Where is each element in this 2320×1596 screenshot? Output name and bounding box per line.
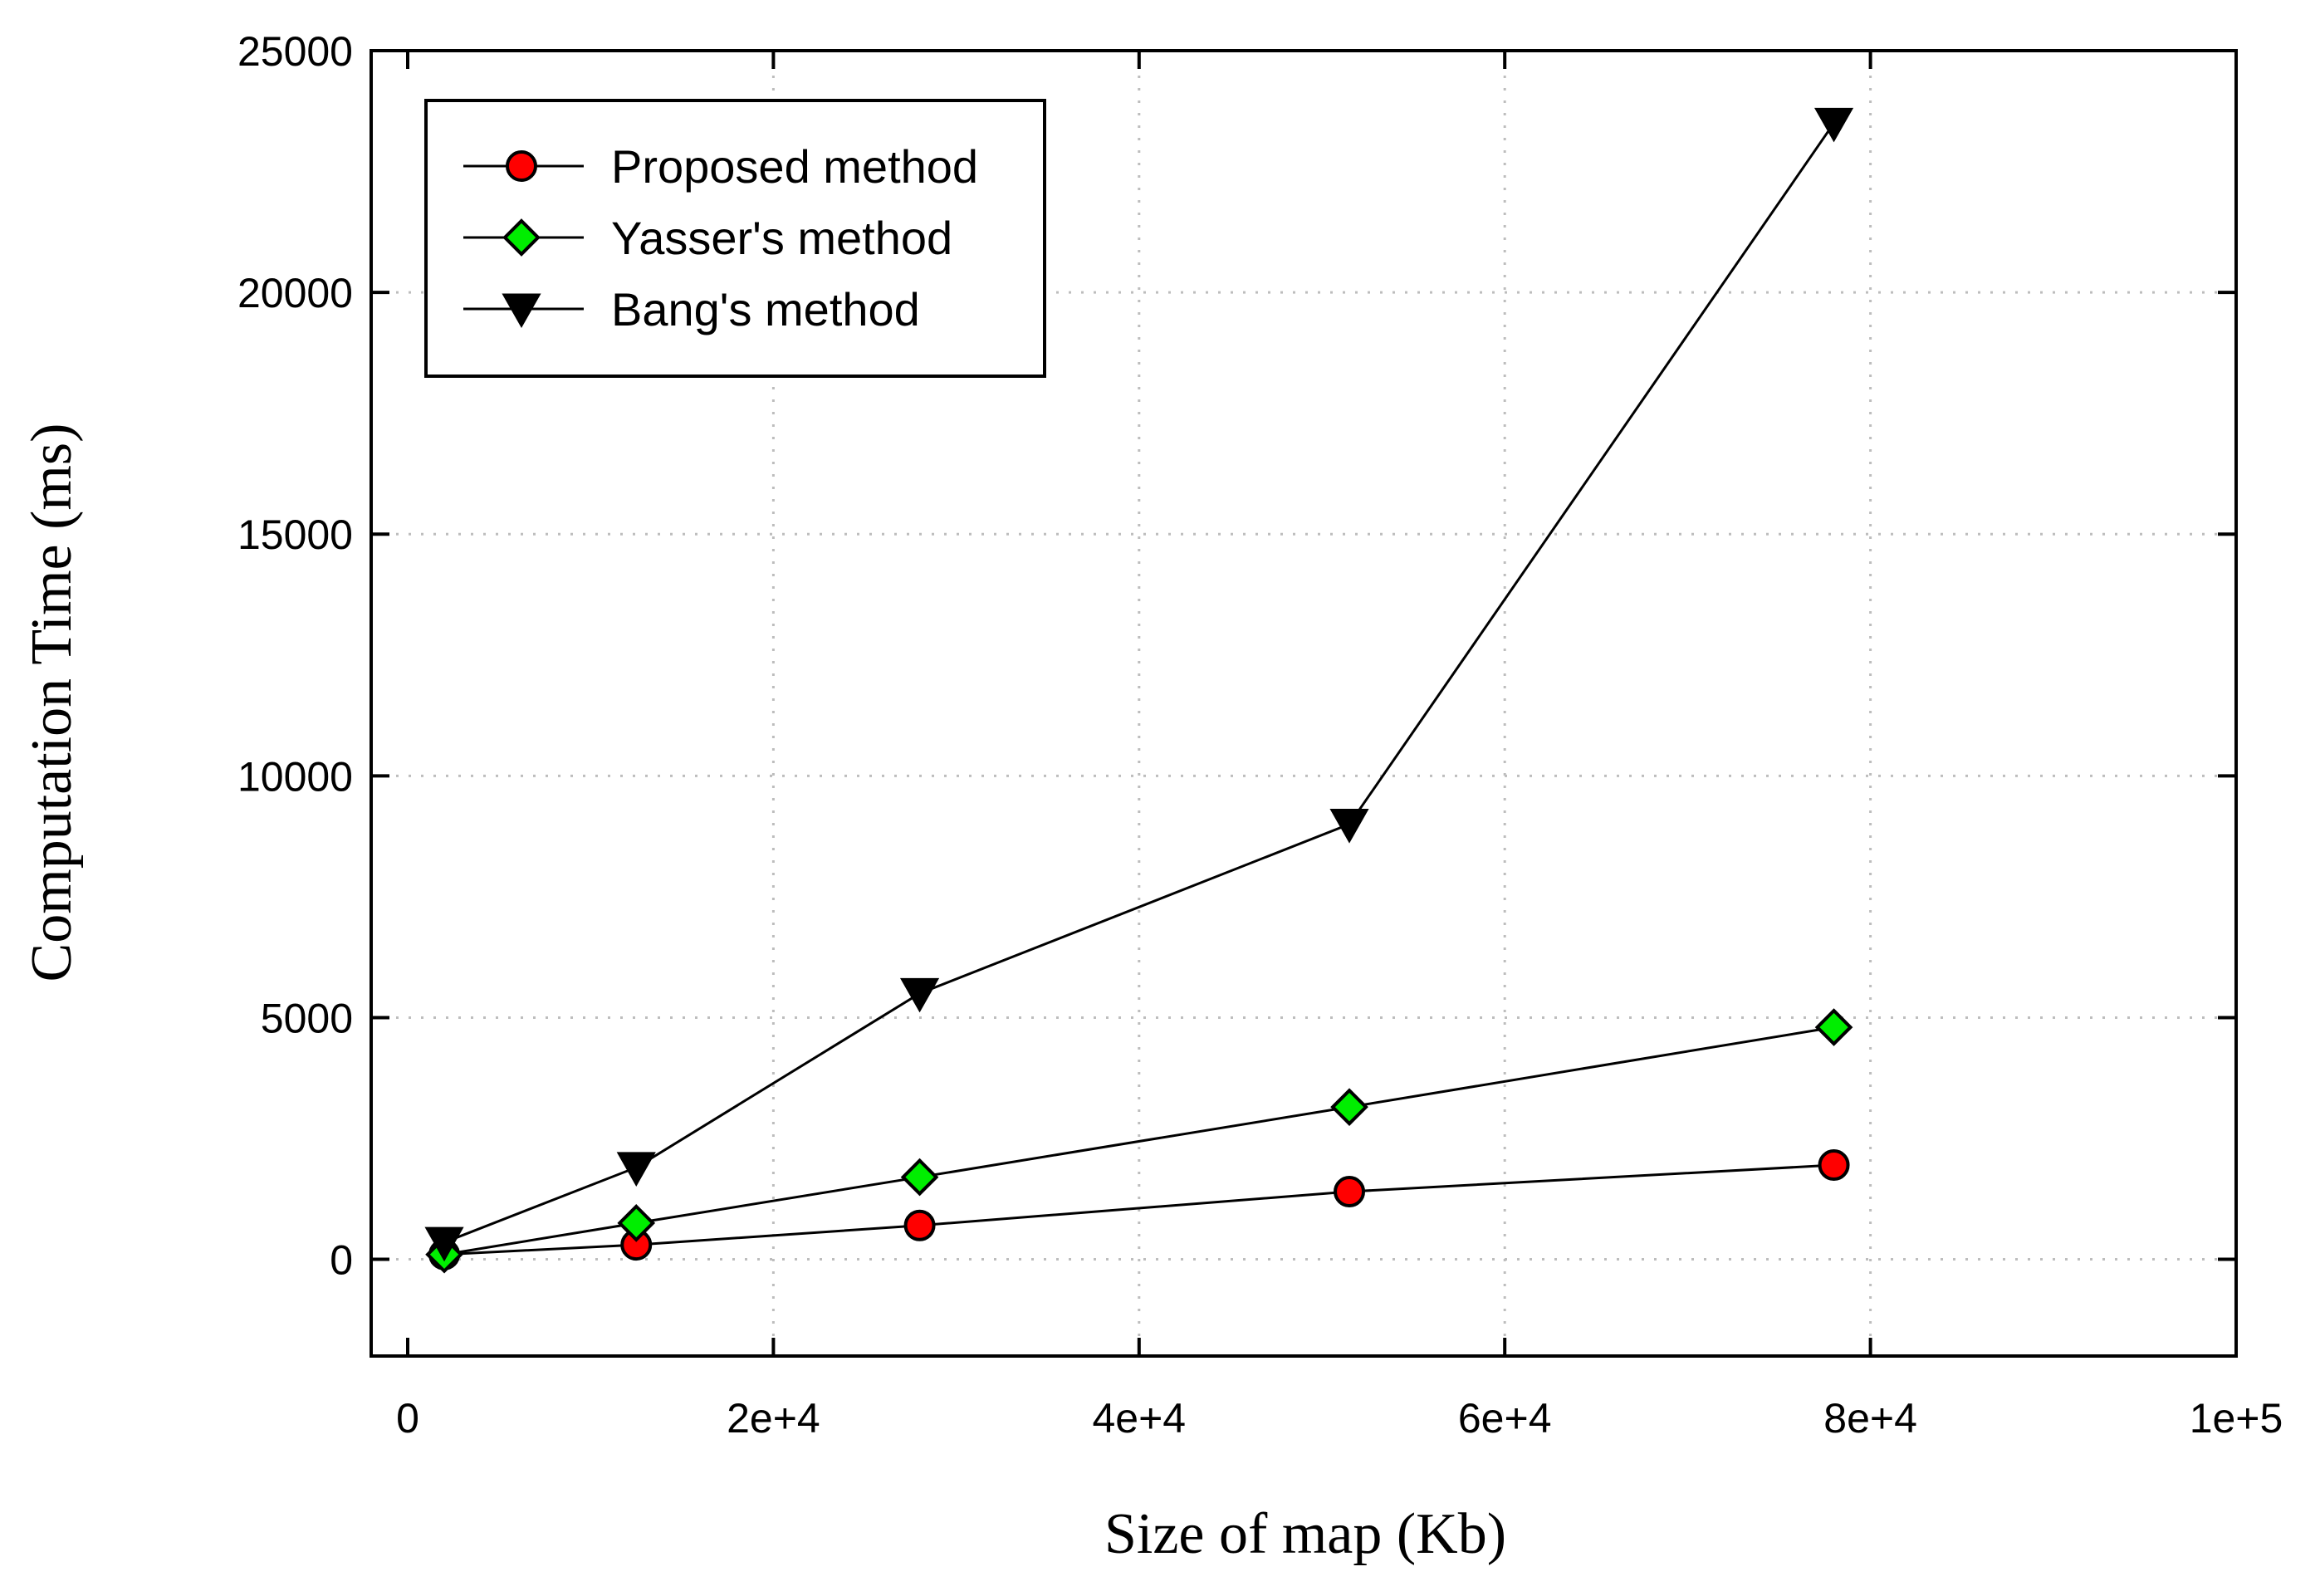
series-yasser-s-method bbox=[425, 1008, 1853, 1274]
x-tick-label: 2e+4 bbox=[727, 1395, 820, 1442]
data-point-yasser-s-method bbox=[1814, 1008, 1853, 1046]
data-point-bang-s-method bbox=[899, 977, 940, 1013]
legend: Proposed method Yasser's method Bang's met… bbox=[424, 99, 1046, 378]
data-point-bang-s-method bbox=[1813, 107, 1854, 143]
x-tick-label: 6e+4 bbox=[1458, 1395, 1552, 1442]
data-point-yasser-s-method bbox=[617, 1204, 656, 1242]
legend-marker-bang-s-method bbox=[502, 293, 541, 329]
y-axis-title: Computation Time (ms) bbox=[20, 423, 84, 982]
y-tick-label: 15000 bbox=[237, 512, 353, 558]
data-point-bang-s-method bbox=[616, 1152, 656, 1187]
y-tick-label: 10000 bbox=[237, 753, 353, 800]
x-tick-label: 4e+4 bbox=[1092, 1395, 1186, 1442]
y-tick-label: 5000 bbox=[261, 995, 353, 1041]
series-layer bbox=[424, 107, 1854, 1274]
series-bang-s-method bbox=[424, 107, 1854, 1262]
data-point-proposed-method bbox=[903, 1209, 936, 1241]
legend-label-yasser-s-method: Yasser's method bbox=[611, 212, 952, 264]
y-tick-label: 0 bbox=[330, 1237, 353, 1284]
legend-items: Proposed method Yasser's method Bang's met… bbox=[463, 140, 978, 335]
y-tick-label: 20000 bbox=[237, 270, 353, 316]
tick-layer: 0 5000 10000 15000 20000 25000 0 2e+4 4e+4 6e+4 8e… bbox=[237, 28, 2283, 1442]
x-axis-title: Size of map (Kb) bbox=[1104, 1502, 1506, 1566]
data-point-proposed-method bbox=[1818, 1149, 1850, 1182]
data-point-yasser-s-method bbox=[1330, 1088, 1368, 1126]
x-tick-label: 0 bbox=[396, 1395, 419, 1442]
data-point-yasser-s-method bbox=[900, 1158, 939, 1197]
legend-label-proposed-method: Proposed method bbox=[611, 140, 978, 193]
legend-marker-proposed-method bbox=[506, 150, 537, 182]
data-point-bang-s-method bbox=[1329, 809, 1369, 844]
legend-label-bang-s-method: Bang's method bbox=[611, 283, 920, 335]
plot-frame bbox=[370, 49, 2238, 1358]
x-tick-label: 1e+5 bbox=[2190, 1395, 2283, 1442]
y-tick-label: 25000 bbox=[237, 28, 353, 75]
data-point-bang-s-method bbox=[424, 1226, 464, 1262]
x-tick-label: 8e+4 bbox=[1823, 1395, 1917, 1442]
data-point-proposed-method bbox=[1334, 1176, 1366, 1208]
legend-marker-yasser-s-method bbox=[502, 218, 541, 257]
